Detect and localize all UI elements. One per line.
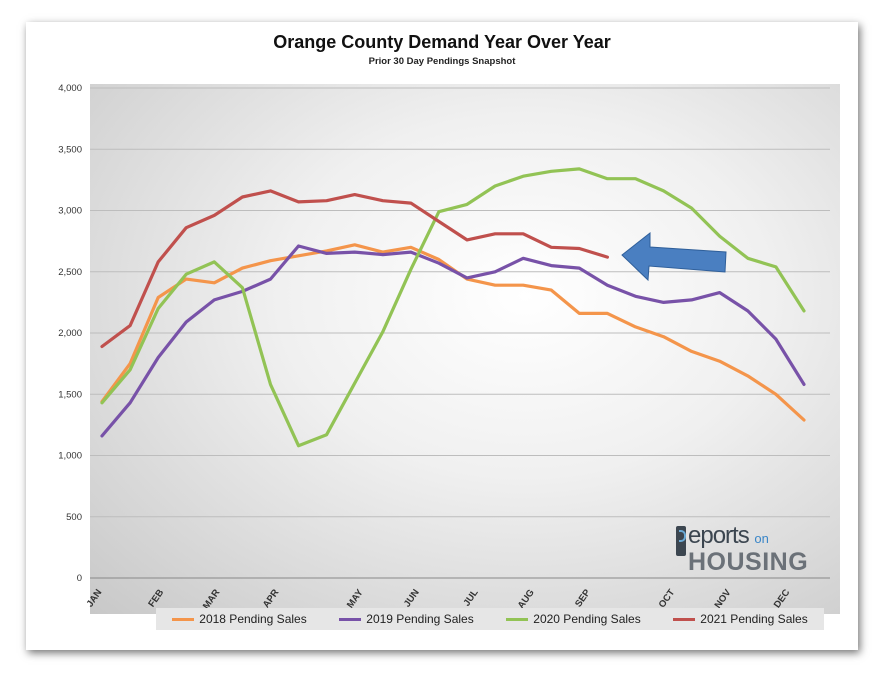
annotation-arrow — [621, 231, 727, 282]
grid-layer — [90, 87, 830, 579]
y-tick-label: 4,000 — [58, 83, 82, 94]
x-tick-label-may: MAY — [345, 587, 366, 610]
legend-label-2021: 2021 Pending Sales — [700, 612, 808, 626]
logo-housing-text: HOUSING — [688, 548, 809, 576]
legend-swatch-2020 — [506, 617, 529, 621]
reports-on-housing-logo-icon — [676, 526, 686, 556]
legend-swatch-2018 — [172, 617, 195, 621]
series-line-2021 — [100, 189, 610, 349]
logo-reports-text: eports on — [688, 522, 769, 549]
plot-area — [90, 84, 840, 614]
chart-frame: Orange County Demand Year Over Year Prio… — [26, 22, 858, 650]
legend-label-2019: 2019 Pending Sales — [366, 612, 474, 626]
x-tick-label-sep: SEP — [573, 587, 593, 609]
legend-item-2021: 2021 Pending Sales — [673, 612, 808, 626]
y-tick-label: 2,000 — [58, 328, 82, 339]
reports-on-housing-logo: eports on HOUSING — [676, 522, 826, 582]
y-tick-label: 3,000 — [58, 206, 82, 217]
series-line-2019 — [100, 244, 806, 438]
series-layer — [100, 167, 806, 448]
x-tick-label-feb: FEB — [146, 587, 166, 609]
y-tick-label: 2,500 — [58, 267, 82, 278]
line-chart: 0 500 1,000 1,500 2,000 2,500 3,000 3,500 4,000 J… — [58, 83, 830, 611]
legend-label-2018: 2018 Pending Sales — [199, 612, 307, 626]
chart-title: Orange County Demand Year Over Year — [273, 32, 611, 52]
y-tick-label: 1,500 — [58, 389, 82, 400]
series-line-2020 — [100, 167, 806, 448]
x-tick-label-jun: JUN — [402, 587, 422, 609]
y-tick-label: 500 — [66, 512, 82, 523]
y-tick-label: 3,500 — [58, 144, 82, 155]
x-tick-label-oct: OCT — [657, 587, 678, 610]
legend-label-2020: 2020 Pending Sales — [533, 612, 641, 626]
x-tick-label-apr: APR — [261, 587, 282, 610]
legend-item-2020: 2020 Pending Sales — [506, 612, 641, 626]
chart-legend: 2018 Pending Sales 2019 Pending Sales 20… — [156, 608, 824, 630]
legend-swatch-2019 — [339, 617, 362, 621]
legend-item-2019: 2019 Pending Sales — [339, 612, 474, 626]
chart-subtitle: Prior 30 Day Pendings Snapshot — [368, 56, 516, 67]
legend-swatch-2021 — [673, 617, 696, 621]
y-tick-label: 0 — [77, 573, 82, 584]
y-tick-label: 1,000 — [58, 451, 82, 462]
x-tick-label-jan: JAN — [85, 587, 105, 609]
x-tick-label-dec: DEC — [772, 587, 793, 610]
legend-item-2018: 2018 Pending Sales — [172, 612, 307, 626]
x-tick-label-jul: JUL — [461, 587, 480, 608]
